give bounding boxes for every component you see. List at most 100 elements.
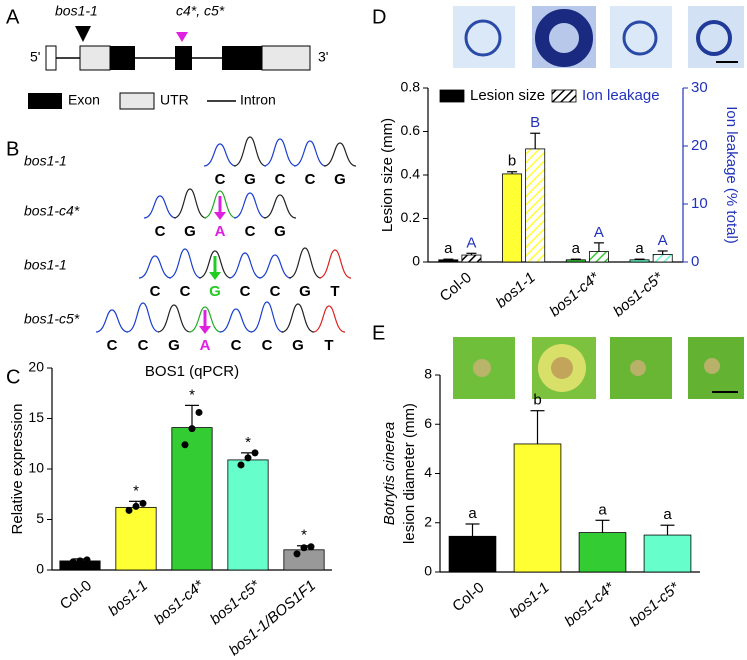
significance-label: b <box>508 153 516 170</box>
bar <box>588 251 609 263</box>
data-point <box>307 543 315 551</box>
x-tick-label: bos1-c4* <box>561 578 618 630</box>
base-call: G <box>274 223 286 240</box>
stain-ring <box>535 9 593 67</box>
utr <box>261 45 311 71</box>
base-call: C <box>107 337 118 354</box>
mutation-arrow <box>209 272 221 280</box>
data-point <box>181 441 189 449</box>
mutation-arrow <box>199 326 211 334</box>
x-tick-label: bos1-1 <box>493 269 539 312</box>
y-tick-label: 0.2 <box>401 209 421 225</box>
stain-image <box>610 6 672 68</box>
panel-label: A <box>6 6 20 28</box>
significance-label: a <box>663 506 672 523</box>
trace-peak <box>263 194 297 219</box>
y-tick-label: 20 <box>28 359 44 375</box>
bar <box>227 459 269 571</box>
data-point <box>132 502 140 510</box>
y-tick-label: 0.8 <box>401 79 421 95</box>
trace-peak <box>233 136 267 167</box>
sample-name: bos1-c5* <box>24 311 80 327</box>
y-axis-label: lesion diameter (mm) <box>401 403 418 544</box>
trace-peak <box>126 302 160 333</box>
trace-peak <box>250 301 284 333</box>
bar <box>502 173 523 263</box>
x-tick-label: Col-0 <box>437 269 475 305</box>
y-tick-label: 2 <box>424 513 432 529</box>
base-call: C <box>305 171 316 188</box>
y-tick-label: 0.4 <box>401 166 421 182</box>
panel-label: C <box>6 366 20 388</box>
data-point <box>76 557 84 565</box>
trace-peak <box>233 192 267 219</box>
x-tick-label: bos1-c4* <box>546 268 603 320</box>
utr <box>79 45 111 71</box>
base-call: G <box>168 337 180 354</box>
legend-exon <box>28 93 62 109</box>
three-prime: 3' <box>318 49 328 65</box>
trace-peak <box>138 255 172 279</box>
significance-label: A <box>594 224 604 241</box>
bar <box>525 148 546 263</box>
leaf-lesion <box>630 360 646 376</box>
leaf-lesion <box>551 357 573 379</box>
sample-name: bos1-1 <box>24 153 67 169</box>
trace-peak <box>312 305 346 333</box>
base-call: A <box>200 337 211 354</box>
stain-image <box>453 6 515 68</box>
y-tick-label: 4 <box>424 464 432 480</box>
sample-name: bos1-1 <box>24 257 67 273</box>
y-tick-label: 0.6 <box>401 122 421 138</box>
legend-swatch <box>551 89 577 103</box>
panel-label: D <box>372 6 386 28</box>
bar <box>578 532 627 573</box>
leaf-lesion <box>704 358 720 374</box>
lesion-images <box>453 6 744 68</box>
stain-ring <box>696 20 732 56</box>
significance-label: A <box>658 232 668 249</box>
y-tick-label: 15 <box>28 409 44 425</box>
stain-ring <box>464 19 502 57</box>
x-tick-label: bos1-c5* <box>626 578 683 630</box>
significance-label: a <box>598 501 607 518</box>
trace-peak <box>293 140 327 167</box>
y-tick-label: 6 <box>424 415 432 431</box>
y-axis-label: Lesion size (mm) <box>379 118 396 232</box>
trace-peak <box>288 247 322 279</box>
trace-peak <box>318 249 352 279</box>
trace-peak <box>258 254 292 279</box>
base-call: G <box>292 337 304 354</box>
base-call: G <box>209 283 221 300</box>
bar <box>652 254 673 263</box>
data-point <box>244 454 252 462</box>
y2-tick-label: 30 <box>691 79 708 96</box>
five-prime: 5' <box>30 49 40 65</box>
significance-label: a <box>468 505 477 522</box>
mutation-label: c4*, c5* <box>176 3 225 19</box>
gene-diagram: bos1-1 c4*, c5* 5' 3' Exon UTR Intron <box>28 3 328 110</box>
mutation-label: bos1-1 <box>55 3 98 19</box>
y2-tick-label: 10 <box>691 195 708 212</box>
trace-peak <box>168 248 202 279</box>
exon <box>110 46 135 70</box>
legend-swatch <box>439 89 465 103</box>
bar <box>115 506 157 571</box>
legend-label: Intron <box>240 92 276 108</box>
base-call: C <box>180 283 191 300</box>
y-tick-label: 5 <box>36 510 44 526</box>
base-call: A <box>215 223 226 240</box>
bar <box>643 534 692 573</box>
x-tick-label: Col-0 <box>449 579 487 615</box>
base-call: C <box>245 223 256 240</box>
trace-peak <box>203 190 237 219</box>
data-point <box>188 425 196 433</box>
legend-utr <box>119 92 155 110</box>
significance-label: * <box>301 527 307 544</box>
base-call: C <box>240 283 251 300</box>
leaf-images <box>453 337 744 399</box>
significance-label: b <box>533 392 541 409</box>
significance-label: * <box>133 482 139 499</box>
